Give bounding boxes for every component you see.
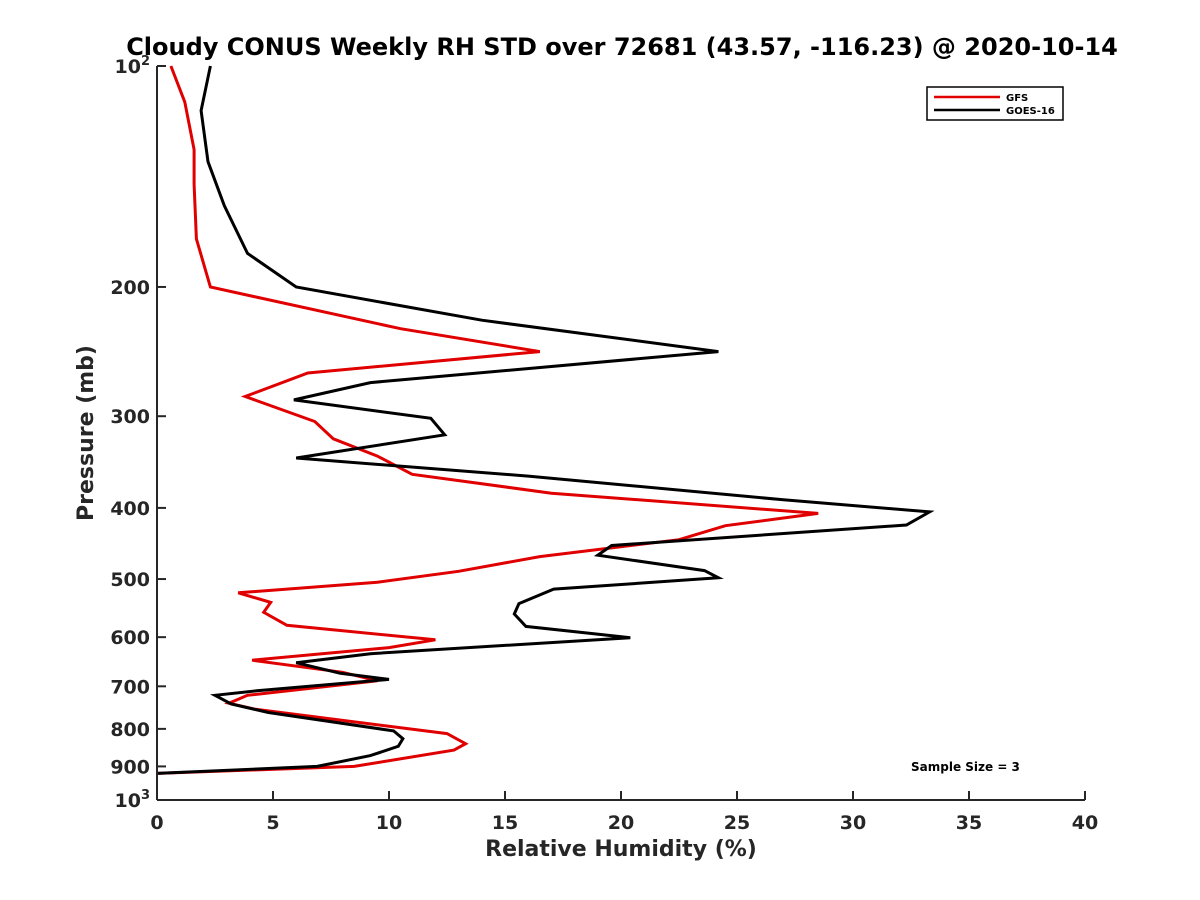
- series-line-gfs: [156, 65, 819, 775]
- x-tick-label: 10: [376, 812, 402, 834]
- series-layer: [156, 65, 935, 775]
- x-axis-label: Relative Humidity (%): [485, 837, 757, 862]
- y-tick-label: 900: [110, 756, 150, 778]
- x-tick-label: 0: [150, 812, 163, 834]
- sample-size-annotation: Sample Size = 3: [911, 760, 1020, 774]
- legend: GFS GOES-16: [926, 86, 1064, 121]
- y-tick-label: 400: [110, 498, 150, 520]
- y-tick-label: 700: [110, 676, 150, 698]
- y-tick-label: 500: [110, 569, 150, 591]
- legend-label-goes16: GOES-16: [1006, 106, 1055, 117]
- y-tick-label: 600: [110, 627, 150, 649]
- y-tick-label: 200: [110, 277, 150, 299]
- x-tick-label: 30: [840, 812, 866, 834]
- y-tick-label: 103: [115, 788, 151, 812]
- chart-title: Cloudy CONUS Weekly RH STD over 72681 (4…: [126, 33, 1118, 61]
- y-ticks: 102 200 300 400 500 600 700 800 900 103: [110, 54, 166, 812]
- x-tick-label: 5: [266, 812, 279, 834]
- y-tick-label: 800: [110, 719, 150, 741]
- x-tick-label: 15: [492, 812, 518, 834]
- x-tick-label: 20: [608, 812, 634, 834]
- x-tick-label: 25: [724, 812, 750, 834]
- y-tick-label: 300: [110, 406, 150, 428]
- y-tick-label: 102: [115, 54, 151, 78]
- series-line-goes16: [156, 65, 935, 775]
- legend-label-gfs: GFS: [1006, 93, 1028, 104]
- x-tick-label: 35: [956, 812, 982, 834]
- y-axis-label: Pressure (mb): [74, 345, 99, 521]
- x-ticks: 0 5 10 15 20 25 30 35 40: [150, 791, 1098, 834]
- x-tick-label: 40: [1072, 812, 1098, 834]
- legend-box: [926, 86, 1064, 121]
